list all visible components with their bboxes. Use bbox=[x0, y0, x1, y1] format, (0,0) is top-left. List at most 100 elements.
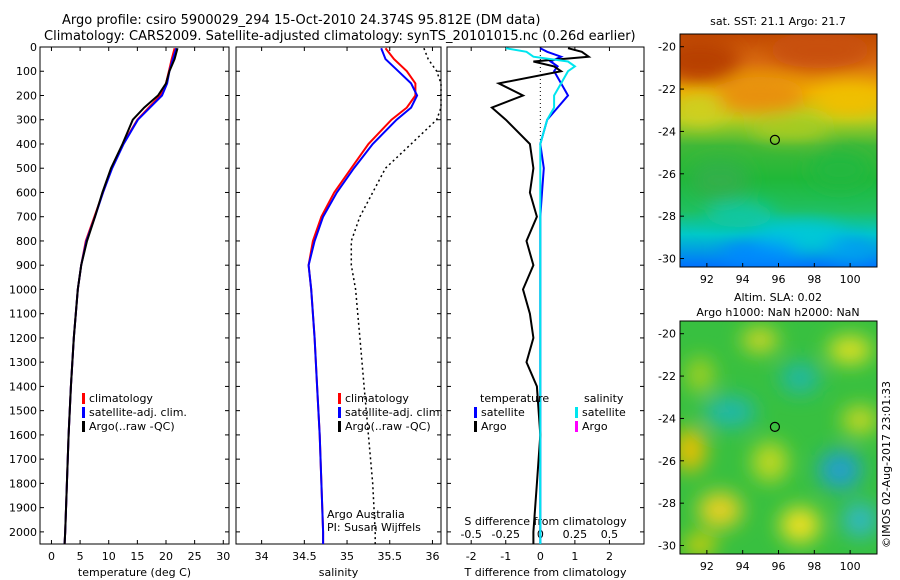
sla-field-blob bbox=[842, 406, 877, 434]
diff-axes-box bbox=[446, 46, 645, 545]
diff-xtick-label: -1 bbox=[500, 550, 511, 563]
temp-ytick-label: 1500 bbox=[9, 405, 37, 418]
temp-ytick-label: 700 bbox=[16, 211, 37, 224]
sal-legend-swatch bbox=[338, 421, 341, 432]
temp-ytick-label: 500 bbox=[16, 162, 37, 175]
temp-argo-line bbox=[63, 47, 179, 545]
temp-ytick-label: 800 bbox=[16, 235, 37, 248]
temp-legend-label: satellite-adj. clim. bbox=[89, 406, 187, 419]
sst-field-blob bbox=[690, 160, 750, 200]
sla-field-blob bbox=[818, 450, 862, 490]
sla-xtick-label: 94 bbox=[736, 560, 750, 573]
sla-xtick-label: 98 bbox=[807, 560, 821, 573]
sst-field bbox=[680, 34, 877, 267]
sst-map-title: sat. SST: 21.1 Argo: 21.7 bbox=[710, 15, 846, 28]
temp-ytick-label: 2000 bbox=[9, 526, 37, 539]
sla-field-blobs bbox=[680, 328, 877, 554]
sla-field-blob bbox=[704, 396, 756, 428]
sst-ytick-label: -24 bbox=[658, 125, 676, 138]
sst-ytick-label: -20 bbox=[658, 41, 676, 54]
diff-s-xlabel: S difference from climatology bbox=[464, 515, 627, 528]
profile-title: Argo profile: csiro 5900029_294 15-Oct-2… bbox=[62, 13, 541, 28]
diff-t-legend-swatch bbox=[474, 407, 477, 418]
diff-s-legend-swatch bbox=[575, 407, 578, 418]
temp-legend-label: climatology bbox=[89, 392, 153, 405]
sst-xtick-label: 96 bbox=[772, 273, 786, 286]
temp-ytick-label: 300 bbox=[16, 114, 37, 127]
sla-map-title-line2: Argo h1000: NaN h2000: NaN bbox=[696, 306, 859, 319]
temp-ytick-label: 1800 bbox=[9, 477, 37, 490]
diff-s-tick-label: -0.5 bbox=[460, 528, 481, 541]
temp-xtick-label: 15 bbox=[130, 550, 144, 563]
sla-field-blob bbox=[752, 442, 788, 482]
sla-field-blob bbox=[780, 507, 820, 543]
sst-field-blob bbox=[825, 238, 875, 262]
sst-ytick-label: -28 bbox=[658, 210, 676, 223]
sst-field-blobs bbox=[680, 34, 877, 266]
diff-s-tick-label: 0.25 bbox=[563, 528, 588, 541]
temp-legend-swatch bbox=[82, 421, 85, 432]
temp-ytick-label: 400 bbox=[16, 138, 37, 151]
temp-xtick-label: 25 bbox=[188, 550, 202, 563]
diff-t-legend-swatch bbox=[474, 421, 477, 432]
sla-ytick-label: -30 bbox=[658, 540, 676, 553]
sst-field-blob bbox=[815, 84, 877, 116]
sst-field-blob bbox=[680, 96, 725, 124]
diff-xtick-label: 0 bbox=[537, 550, 544, 563]
sst-field-blob bbox=[705, 203, 775, 227]
temp-xlabel: temperature (deg C) bbox=[78, 566, 191, 579]
sst-xtick-label: 92 bbox=[700, 273, 714, 286]
temp-xtick-label: 20 bbox=[159, 550, 173, 563]
sal-legend-label: satellite-adj. clim. bbox=[345, 406, 443, 419]
diff-s-tick-label: 0.5 bbox=[601, 528, 619, 541]
temp-ytick-label: 1700 bbox=[9, 453, 37, 466]
sal-xtick-label: 36 bbox=[425, 550, 439, 563]
sal-annotation-pi: PI: Susan Wijffels bbox=[327, 521, 421, 534]
sla-field-blob bbox=[684, 535, 716, 554]
temp-legend-swatch bbox=[82, 407, 85, 418]
sal-legend-label: climatology bbox=[345, 392, 409, 405]
diff-t-argo-line bbox=[489, 47, 592, 544]
sst-xtick-label: 98 bbox=[807, 273, 821, 286]
sst-ytick-label: -22 bbox=[658, 83, 676, 96]
temp-xtick-label: 0 bbox=[48, 550, 55, 563]
sla-field-blob bbox=[686, 357, 714, 393]
temp-ytick-label: 600 bbox=[16, 186, 37, 199]
sst-ytick-label: -30 bbox=[658, 253, 676, 266]
sst-field-blob bbox=[715, 77, 805, 113]
temp-legend-label: Argo(..raw -QC) bbox=[89, 420, 175, 433]
sla-argo-position-marker bbox=[769, 421, 781, 433]
sla-field bbox=[680, 321, 877, 554]
temp-ytick-label: 1000 bbox=[9, 283, 37, 296]
climatology-title: Climatology: CARS2009. Satellite-adjuste… bbox=[44, 29, 636, 44]
diff-s-legend-label: satellite bbox=[582, 406, 626, 419]
sal-xtick-label: 34.5 bbox=[292, 550, 317, 563]
sst-field-blob bbox=[810, 152, 870, 188]
diff-s-legend-swatch bbox=[575, 421, 578, 432]
sal-xtick-label: 35.5 bbox=[378, 550, 403, 563]
temp-ytick-label: 1100 bbox=[9, 308, 37, 321]
sst-field-blob bbox=[720, 242, 800, 266]
temp-xtick-label: 5 bbox=[77, 550, 84, 563]
diff-t-legend-label: Argo bbox=[481, 420, 507, 433]
temp-ytick-label: 1600 bbox=[9, 429, 37, 442]
diff-xtick-label: 1 bbox=[571, 550, 578, 563]
sla-xtick-label: 96 bbox=[772, 560, 786, 573]
temp-ytick-label: 200 bbox=[16, 89, 37, 102]
sla-field-blob bbox=[680, 428, 706, 472]
sla-ytick-label: -28 bbox=[658, 497, 676, 510]
diff-legend-temperature-title: temperature bbox=[480, 392, 549, 405]
temp-xtick-label: 30 bbox=[216, 550, 230, 563]
temp-ytick-label: 0 bbox=[30, 41, 37, 54]
diff-xtick-label: 2 bbox=[606, 550, 613, 563]
sst-field-blob bbox=[750, 116, 830, 140]
sla-xtick-label: 100 bbox=[840, 560, 861, 573]
sal-legend-label: Argo(..raw -QC) bbox=[345, 420, 431, 433]
temp-legend-swatch bbox=[82, 393, 85, 404]
sla-map-title-line1: Altim. SLA: 0.02 bbox=[734, 291, 822, 304]
sal-annotation-institution: Argo Australia bbox=[327, 508, 405, 521]
sla-ytick-label: -22 bbox=[658, 370, 676, 383]
sal-satellite-clim-line bbox=[307, 47, 419, 544]
diff-legend-salinity-title: salinity bbox=[584, 392, 624, 405]
